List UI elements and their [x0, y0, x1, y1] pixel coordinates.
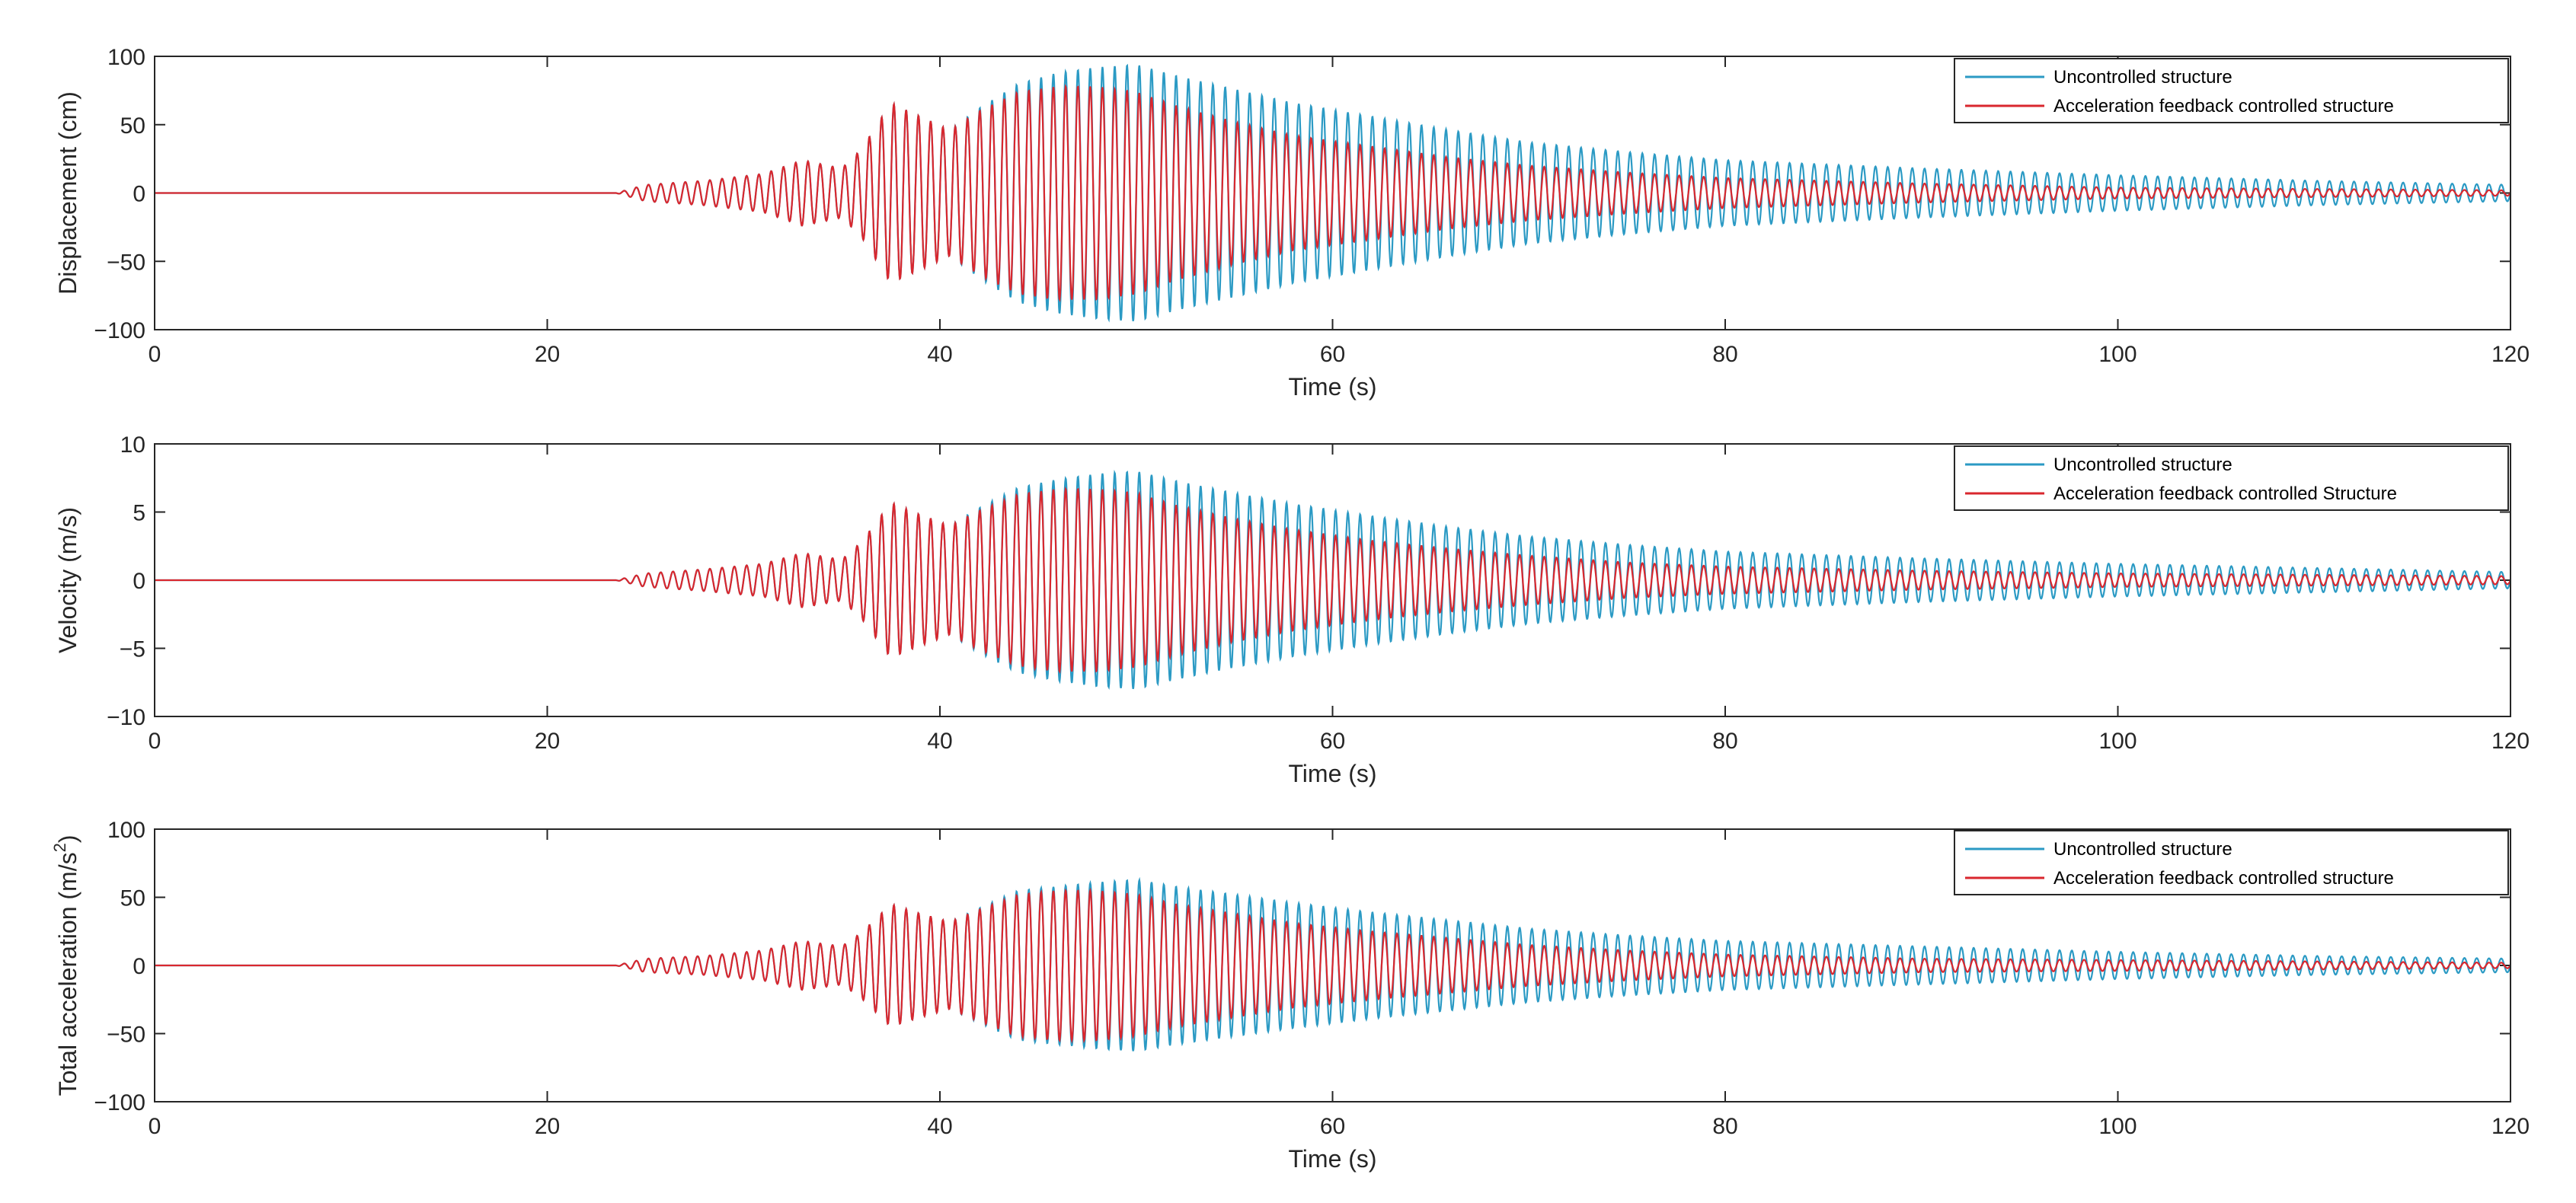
- y-tick-label: 100: [107, 45, 145, 70]
- x-tick-label: 60: [1320, 342, 1345, 367]
- x-tick-label: 40: [927, 342, 952, 367]
- x-axis-label: Time (s): [1288, 760, 1376, 787]
- legend-box: [1954, 58, 2509, 123]
- x-tick-label: 80: [1712, 342, 1737, 367]
- chart-panel-1: 0 20 40 60 80 100 120 −100 −50 0 50 100 Time (s) Disp…: [54, 45, 2530, 400]
- x-tick-label: 40: [927, 729, 952, 754]
- legend: Uncontrolled structure Acceleration feedb…: [1954, 445, 2509, 511]
- series-line-controlled: [155, 887, 2510, 1044]
- x-tick-label: 80: [1712, 1114, 1737, 1139]
- y-axis-label-suffix: ): [54, 834, 81, 843]
- y-axis-label-main: Total acceleration (m/s: [54, 852, 81, 1096]
- legend-entry: Uncontrolled structure: [2053, 839, 2232, 860]
- x-tick-label: 120: [2491, 342, 2530, 367]
- series-line-controlled: [155, 84, 2510, 303]
- legend-box: [1954, 830, 2509, 895]
- y-tick-label: −10: [107, 705, 145, 730]
- x-tick-label: 100: [2098, 729, 2137, 754]
- y-tick-label: 50: [120, 886, 145, 911]
- x-tick-label: 120: [2491, 729, 2530, 754]
- x-tick-label: 60: [1320, 1114, 1345, 1139]
- x-tick-label: 100: [2098, 1114, 2137, 1139]
- legend: Uncontrolled structure Acceleration feedb…: [1954, 830, 2509, 895]
- y-tick-label: 5: [133, 501, 145, 526]
- legend-entry: Acceleration feedback controlled structu…: [2053, 868, 2394, 889]
- series-line-controlled: [155, 486, 2510, 675]
- x-axis-label: Time (s): [1288, 1145, 1376, 1173]
- y-axis-label: Displacement (cm): [54, 91, 81, 295]
- y-tick-label: 0: [133, 954, 145, 979]
- y-axis-label-superscript: 2: [50, 843, 69, 852]
- y-tick-label: 50: [120, 113, 145, 139]
- x-tick-label: 20: [535, 342, 560, 367]
- x-tick-label: 120: [2491, 1114, 2530, 1139]
- y-tick-label: −100: [94, 318, 145, 343]
- y-tick-label: −50: [107, 250, 145, 275]
- y-tick-label: 10: [120, 432, 145, 458]
- y-tick-label: 0: [133, 182, 145, 207]
- x-tick-label: 0: [149, 342, 161, 367]
- x-tick-label: 40: [927, 1114, 952, 1139]
- y-tick-label: −100: [94, 1090, 145, 1115]
- y-tick-label: 100: [107, 818, 145, 843]
- legend: Uncontrolled structure Acceleration feedb…: [1954, 58, 2509, 123]
- legend-entry: Acceleration feedback controlled structu…: [2053, 96, 2394, 116]
- chart-panel-2: 0 20 40 60 80 100 120 −10 −5 0 5 10 Time (s) Velocity…: [54, 432, 2530, 787]
- x-tick-label: 20: [535, 1114, 560, 1139]
- chart-panel-3: 0 20 40 60 80 100 120 −100 −50 0 50 100 Time (s) Tota…: [50, 818, 2530, 1173]
- legend-entry: Uncontrolled structure: [2053, 67, 2232, 88]
- x-tick-label: 100: [2098, 342, 2137, 367]
- x-tick-label: 80: [1712, 729, 1737, 754]
- x-tick-label: 60: [1320, 729, 1345, 754]
- x-axis-label: Time (s): [1288, 373, 1376, 400]
- x-tick-label: 20: [535, 729, 560, 754]
- legend-entry: Uncontrolled structure: [2053, 455, 2232, 475]
- y-tick-label: −50: [107, 1023, 145, 1048]
- y-axis-label: Velocity (m/s): [54, 507, 81, 653]
- legend-entry: Acceleration feedback controlled Structu…: [2053, 483, 2397, 504]
- y-tick-label: −5: [120, 637, 145, 662]
- x-tick-label: 0: [149, 729, 161, 754]
- y-tick-label: 0: [133, 569, 145, 594]
- x-tick-label: 0: [149, 1114, 161, 1139]
- y-axis-label: Total acceleration (m/s2): [50, 834, 81, 1096]
- legend-box: [1954, 445, 2509, 511]
